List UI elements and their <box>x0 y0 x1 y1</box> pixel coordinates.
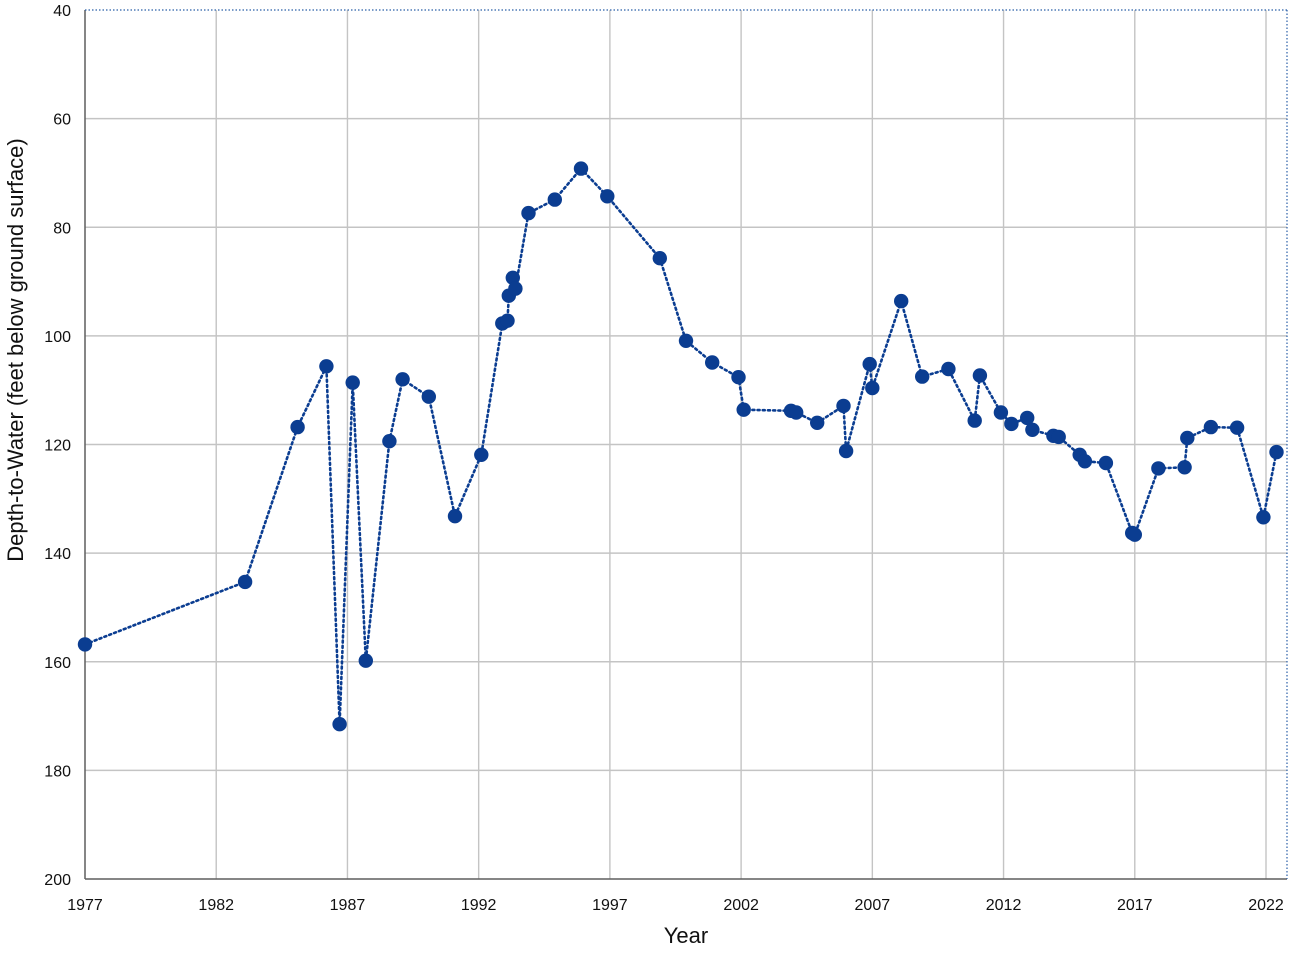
data-point <box>505 270 520 285</box>
data-point <box>1269 444 1284 460</box>
plot-frame <box>84 9 1288 880</box>
x-tick-label: 1997 <box>592 897 628 914</box>
x-tick-label: 1982 <box>198 897 234 914</box>
data-point <box>862 356 877 372</box>
data-point <box>865 380 880 396</box>
data-point <box>382 434 397 449</box>
data-point <box>941 361 956 377</box>
data-point <box>521 205 536 221</box>
x-axis-ticks: 1977 1982 1987 1992 1997 2002 2007 2012 2017 2022 <box>67 897 1284 914</box>
data-point <box>967 413 982 428</box>
data-point <box>731 370 746 385</box>
data-point <box>1051 429 1066 445</box>
data-point <box>652 251 667 266</box>
data-point <box>77 637 93 652</box>
data-point <box>1177 460 1192 475</box>
y-tick-label: 40 <box>53 3 71 20</box>
y-axis-title: Depth-to-Water (feet below ground surfac… <box>3 138 28 562</box>
data-point <box>1180 430 1195 446</box>
data-point <box>447 509 463 524</box>
y-tick-label: 200 <box>44 872 71 889</box>
y-tick-label: 180 <box>44 763 71 780</box>
data-point <box>678 333 694 348</box>
data-point <box>1077 454 1093 469</box>
x-tick-label: 2002 <box>723 897 759 914</box>
data-point <box>810 415 825 430</box>
data-point <box>332 717 347 732</box>
data-point <box>1098 455 1114 471</box>
data-point <box>1019 410 1035 426</box>
data-point <box>1151 461 1166 476</box>
x-tick-label: 2007 <box>855 897 891 914</box>
data-point <box>1203 419 1219 435</box>
y-axis-ticks: 40 60 80 100 120 140 160 180 200 <box>44 3 71 889</box>
x-tick-label: 1992 <box>461 897 497 914</box>
data-point <box>345 375 360 390</box>
data-point <box>500 313 515 328</box>
data-point <box>547 192 562 207</box>
data-point <box>358 653 373 668</box>
data-point <box>993 405 1009 420</box>
data-point <box>319 359 334 374</box>
x-tick-label: 2012 <box>986 897 1022 914</box>
x-tick-label: 1977 <box>67 897 103 914</box>
y-tick-label: 140 <box>44 546 71 563</box>
x-tick-label: 2022 <box>1248 897 1284 914</box>
grid-lines <box>85 10 1287 879</box>
data-point <box>1229 420 1245 435</box>
data-point <box>237 574 253 590</box>
y-tick-label: 80 <box>53 220 71 237</box>
data-point <box>395 372 410 387</box>
y-tick-label: 100 <box>44 329 71 346</box>
data-point <box>789 405 804 420</box>
data-point <box>894 293 909 309</box>
y-tick-label: 60 <box>53 112 71 129</box>
data-point <box>1025 422 1040 437</box>
data-point <box>573 161 589 176</box>
data-point <box>972 368 988 383</box>
data-point <box>1256 510 1271 525</box>
data-point <box>474 447 489 462</box>
data-point <box>705 355 720 370</box>
data-point <box>838 443 854 459</box>
data-point <box>290 419 305 435</box>
data-point <box>600 189 615 204</box>
y-tick-label: 160 <box>44 655 71 672</box>
data-point <box>736 402 751 417</box>
data-point <box>1004 416 1019 432</box>
y-tick-label: 120 <box>44 438 71 455</box>
data-point <box>915 369 930 384</box>
data-point <box>421 389 436 404</box>
x-tick-label: 1987 <box>330 897 366 914</box>
data-series <box>77 161 1284 732</box>
x-tick-label: 2017 <box>1117 897 1153 914</box>
series-line <box>83 166 1278 725</box>
data-point <box>836 398 851 414</box>
data-point <box>1127 527 1143 542</box>
data-point <box>508 281 523 296</box>
x-axis-title: Year <box>664 923 708 948</box>
